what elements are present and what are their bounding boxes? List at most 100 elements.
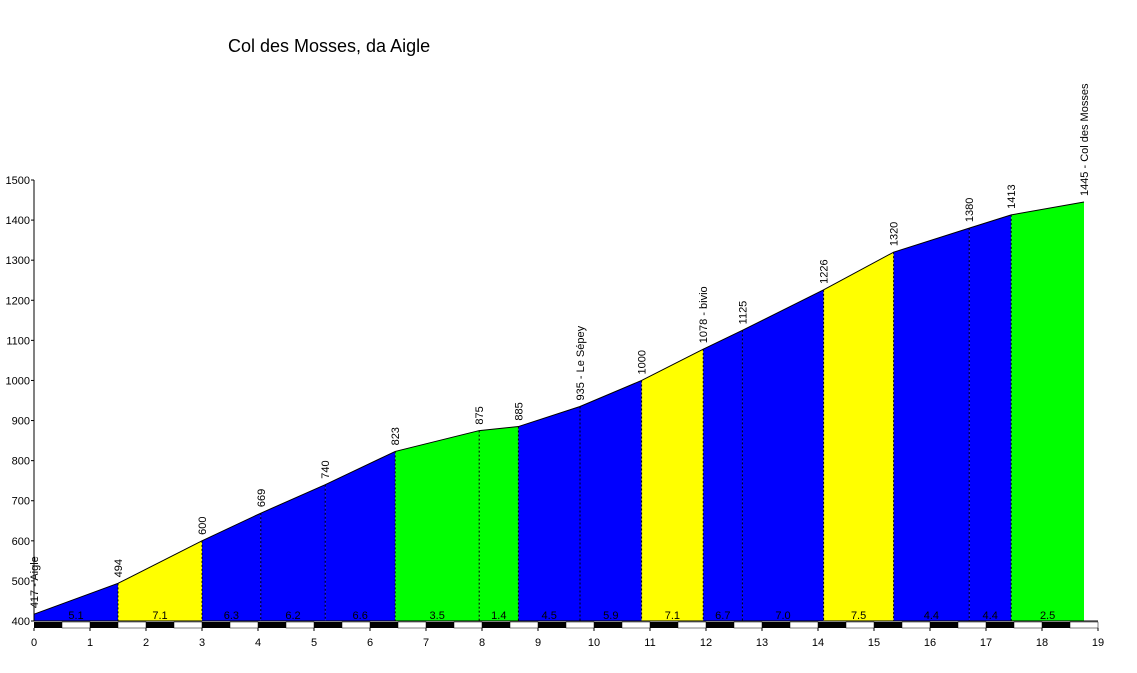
- elevation-label: 1380: [964, 198, 976, 222]
- x-tick-label: 16: [924, 637, 936, 649]
- x-tick-label: 17: [980, 637, 992, 649]
- y-tick-label: 1400: [6, 215, 30, 227]
- gradient-label: 6.7: [715, 610, 730, 622]
- x-tick-label: 11: [644, 637, 655, 649]
- y-tick-label: 700: [12, 496, 30, 508]
- x-tick-label: 19: [1092, 637, 1104, 649]
- gradient-label: 6.3: [224, 610, 239, 622]
- scale-bar-block: [370, 622, 398, 628]
- gradient-label: 1.4: [491, 610, 506, 622]
- elevation-label: 669: [256, 489, 268, 507]
- scale-bar-block: [762, 622, 790, 628]
- gradient-label: 6.2: [285, 610, 300, 622]
- elevation-label: 1445 - Col des Mosses: [1079, 83, 1091, 196]
- x-tick-label: 15: [868, 637, 880, 649]
- gradient-label: 7.0: [775, 610, 790, 622]
- scale-bar-block: [930, 622, 958, 628]
- scale-bar-block: [34, 622, 62, 628]
- scale-bar-block: [957, 621, 987, 629]
- profile-segment: [823, 252, 894, 621]
- elevation-label: 417 - Aigle: [29, 556, 41, 608]
- gradient-label: 4.4: [924, 610, 939, 622]
- elevation-label: 875: [474, 406, 486, 424]
- scale-bar-block: [314, 622, 342, 628]
- chart-title: Col des Mosses, da Aigle: [228, 36, 430, 56]
- profile-segment: [703, 330, 743, 621]
- profile-segment: [641, 349, 704, 621]
- elevation-label: 740: [320, 460, 332, 478]
- y-tick-label: 800: [12, 456, 30, 468]
- y-tick-label: 1100: [6, 335, 30, 347]
- scale-bar-block: [986, 622, 1014, 628]
- scale-bar-block: [1013, 621, 1043, 629]
- gradient-label: 6.6: [353, 610, 368, 622]
- scale-bar-block: [1042, 622, 1070, 628]
- scale-bar-block: [789, 621, 819, 629]
- elevation-labels: 417 - Aigle 494 600 669 740 823 875 885 935 - Le…: [29, 83, 1091, 608]
- scale-bar-block: [173, 621, 203, 629]
- x-tick-label: 9: [535, 637, 541, 649]
- x-tick-label: 6: [367, 637, 373, 649]
- x-tick-label: 18: [1036, 637, 1048, 649]
- scale-bar-block: [202, 622, 230, 628]
- x-tick-label: 3: [199, 637, 205, 649]
- scale-bar-block: [426, 622, 454, 628]
- x-tick-label: 8: [479, 637, 485, 649]
- elevation-label: 1125: [737, 301, 749, 325]
- profile-segment: [118, 540, 202, 621]
- scale-bar-block: [482, 622, 510, 628]
- y-tick-label: 1200: [6, 295, 30, 307]
- scale-bar-block: [117, 621, 147, 629]
- y-tick-label: 400: [12, 616, 30, 628]
- scale-bar-block: [146, 622, 174, 628]
- x-tick-label: 10: [588, 637, 600, 649]
- x-tick-label: 4: [255, 637, 261, 649]
- profile-segment: [34, 583, 118, 621]
- scale-bar-block: [874, 622, 902, 628]
- axes: [31, 179, 1099, 631]
- gradient-label: 4.5: [542, 610, 557, 622]
- gradient-label: 4.4: [983, 610, 998, 622]
- x-tick-label: 2: [143, 637, 149, 649]
- scale-bar-block: [818, 622, 846, 628]
- profile-areas: [34, 202, 1084, 622]
- y-tick-label: 1300: [6, 255, 30, 267]
- y-tick-label: 1500: [6, 175, 30, 187]
- x-tick-label: 0: [31, 637, 37, 649]
- gradient-label: 7.1: [152, 610, 167, 622]
- profile-segment: [260, 484, 326, 621]
- elevation-label: 1226: [819, 259, 831, 283]
- x-tick-label: 12: [700, 637, 712, 649]
- profile-segment: [395, 430, 480, 621]
- y-tick-labels: 400 500 600 700 800 900 1000 1100 1200 1300 1400 15…: [6, 175, 30, 628]
- scale-bar-block: [258, 622, 286, 628]
- scale-bar-block: [90, 622, 118, 628]
- segment-dividers: [117, 214, 1012, 621]
- profile-segment: [742, 289, 824, 621]
- scale-bar-block: [61, 621, 91, 629]
- scale-bar-block: [677, 621, 707, 629]
- scale-bar-block: [706, 622, 734, 628]
- scale-bar-block: [285, 621, 315, 629]
- x-tick-labels: 0 1 2 3 4 5 6 7 8 9 10 11 12 13 14 15 16 17 18 19: [31, 637, 1104, 649]
- distance-scale-bar: [34, 621, 1099, 629]
- scale-bar-block: [845, 621, 875, 629]
- scale-bar-block: [594, 622, 622, 628]
- x-tick-label: 5: [311, 637, 317, 649]
- scale-bar-block: [621, 621, 651, 629]
- gradient-label: 3.5: [430, 610, 445, 622]
- elevation-label: 600: [197, 516, 209, 534]
- scale-bar-block: [565, 621, 595, 629]
- profile-segment: [202, 513, 261, 621]
- scale-bar-block: [397, 621, 427, 629]
- elevation-label: 1320: [889, 222, 901, 246]
- profile-segment: [1011, 202, 1084, 622]
- elevation-label: 494: [113, 559, 125, 577]
- scale-bar-block: [901, 621, 931, 629]
- profile-segment: [479, 426, 519, 621]
- x-tick-label: 1: [87, 637, 93, 649]
- scale-bar-block: [650, 622, 678, 628]
- profile-segment: [969, 214, 1012, 621]
- gradient-labels: 5.1 7.1 6.3 6.2 6.6 3.5 1.4 4.5 5.9 7.1 6.7 7.0 7.5 4…: [68, 610, 1055, 622]
- elevation-label: 1078 - bivio: [698, 286, 710, 343]
